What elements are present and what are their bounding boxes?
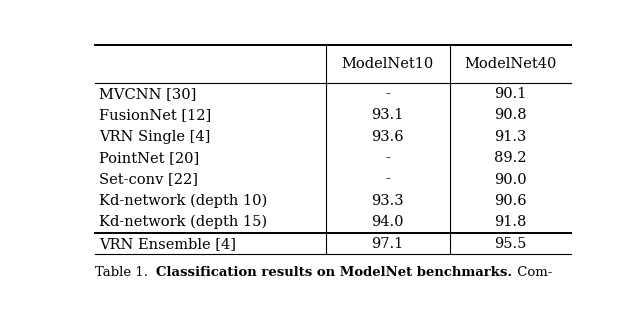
Text: 97.1: 97.1 — [371, 237, 404, 251]
Text: -: - — [385, 173, 390, 186]
Text: 90.6: 90.6 — [494, 194, 527, 208]
Text: 94.0: 94.0 — [371, 215, 404, 229]
Text: 91.3: 91.3 — [494, 130, 527, 144]
Text: Kd-network (depth 15): Kd-network (depth 15) — [99, 215, 267, 230]
Text: 90.0: 90.0 — [494, 173, 527, 186]
Text: 91.8: 91.8 — [494, 215, 527, 229]
Text: PointNet [20]: PointNet [20] — [99, 151, 199, 165]
Text: 95.5: 95.5 — [494, 237, 527, 251]
Text: 90.8: 90.8 — [494, 108, 527, 122]
Text: -: - — [385, 87, 390, 101]
Text: VRN Ensemble [4]: VRN Ensemble [4] — [99, 237, 236, 251]
Text: 93.3: 93.3 — [371, 194, 404, 208]
Text: -: - — [385, 151, 390, 165]
Text: Table 1.: Table 1. — [95, 266, 156, 279]
Text: ModelNet10: ModelNet10 — [341, 57, 434, 71]
Text: 89.2: 89.2 — [494, 151, 527, 165]
Text: Classification results on ModelNet benchmarks.: Classification results on ModelNet bench… — [156, 266, 513, 279]
Text: VRN Single [4]: VRN Single [4] — [99, 130, 210, 144]
Text: MVCNN [30]: MVCNN [30] — [99, 87, 196, 101]
Text: 90.1: 90.1 — [494, 87, 527, 101]
Text: FusionNet [12]: FusionNet [12] — [99, 108, 211, 122]
Text: ModelNet40: ModelNet40 — [464, 57, 556, 71]
Text: Com-: Com- — [513, 266, 552, 279]
Text: 93.6: 93.6 — [371, 130, 404, 144]
Text: 93.1: 93.1 — [371, 108, 404, 122]
Text: Kd-network (depth 10): Kd-network (depth 10) — [99, 194, 267, 208]
Text: Set-conv [22]: Set-conv [22] — [99, 173, 198, 186]
